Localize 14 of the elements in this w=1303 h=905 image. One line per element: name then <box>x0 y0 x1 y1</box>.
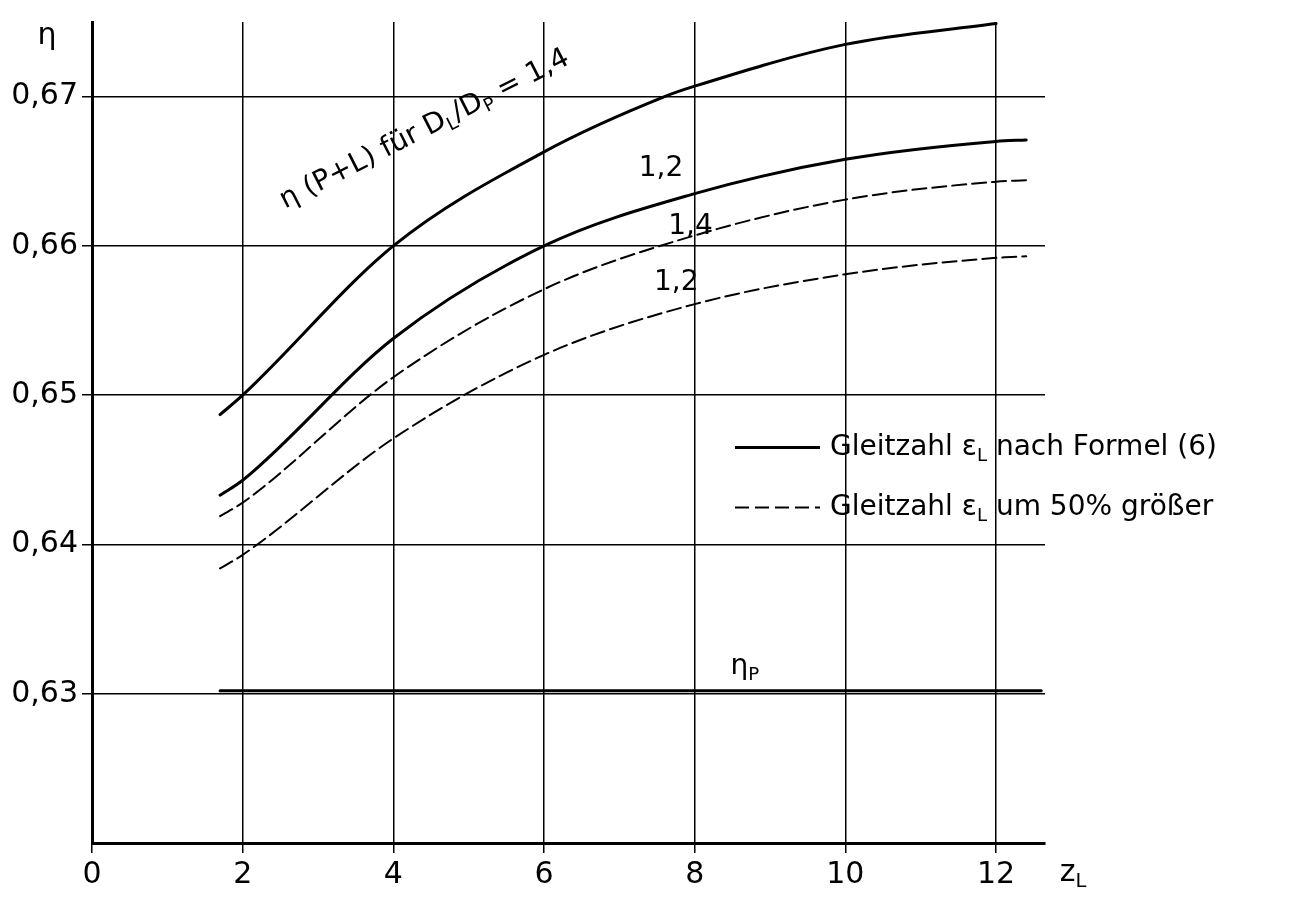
x-tick-label: 10 <box>826 854 865 890</box>
y-tick-label: 0,66 <box>11 225 78 261</box>
x-tick-label: 8 <box>685 854 705 890</box>
x-tick-label: 2 <box>233 854 253 890</box>
x-tick-label: 6 <box>534 854 554 890</box>
y-tick-label: 0,67 <box>11 76 78 112</box>
y-axis-title: η <box>37 15 57 51</box>
annotation: 1,2 <box>638 150 684 184</box>
x-tick-label: 4 <box>383 854 403 890</box>
y-tick-label: 0,65 <box>11 374 78 410</box>
x-tick-label: 0 <box>82 854 102 890</box>
x-tick-label: 12 <box>976 854 1016 890</box>
y-tick-label: 0,63 <box>11 673 78 709</box>
y-tick-label: 0,64 <box>11 524 78 560</box>
